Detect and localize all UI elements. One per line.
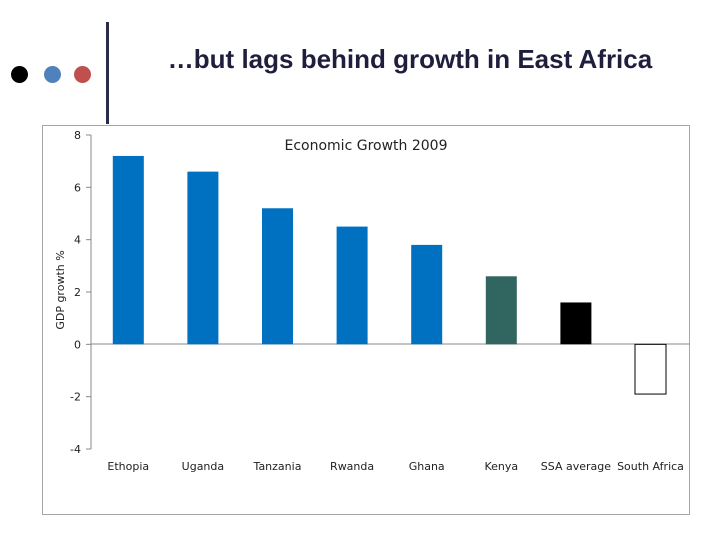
y-tick-label: -4: [70, 443, 81, 456]
bar-ghana: [411, 244, 443, 345]
bar-ethopia: [112, 155, 144, 345]
title-divider-rule: [106, 22, 109, 124]
bar-rwanda: [336, 226, 368, 345]
bar-south-africa: [634, 343, 667, 395]
bar-ssa-average: [560, 302, 592, 345]
x-category-label: SSA average: [541, 460, 611, 473]
bar-kenya: [485, 276, 517, 345]
decor-dot-red: [74, 66, 91, 83]
x-category-label: Rwanda: [330, 460, 374, 473]
y-axis-label: GDP growth %: [54, 250, 67, 329]
chart-frame: [42, 125, 690, 515]
y-tick-label: 0: [74, 338, 81, 351]
y-tick-label: 6: [74, 181, 81, 194]
decor-dot-black: [11, 66, 28, 83]
x-category-label: South Africa: [617, 460, 684, 473]
y-tick-label: 2: [74, 286, 81, 299]
decor-dot-blue: [44, 66, 61, 83]
x-category-label: Ghana: [409, 460, 445, 473]
y-tick-label: 4: [74, 234, 81, 247]
x-category-label: Tanzania: [253, 460, 302, 473]
x-category-label: Kenya: [484, 460, 518, 473]
x-category-label: Ethopia: [107, 460, 149, 473]
x-category-label: Uganda: [182, 460, 224, 473]
bar-uganda: [187, 171, 219, 345]
chart-title: Economic Growth 2009: [285, 138, 448, 154]
y-tick-label: -2: [70, 391, 81, 404]
bar-tanzania: [262, 208, 293, 345]
slide-title: …but lags behind growth in East Africa: [167, 44, 653, 74]
y-tick-label: 8: [74, 129, 81, 142]
